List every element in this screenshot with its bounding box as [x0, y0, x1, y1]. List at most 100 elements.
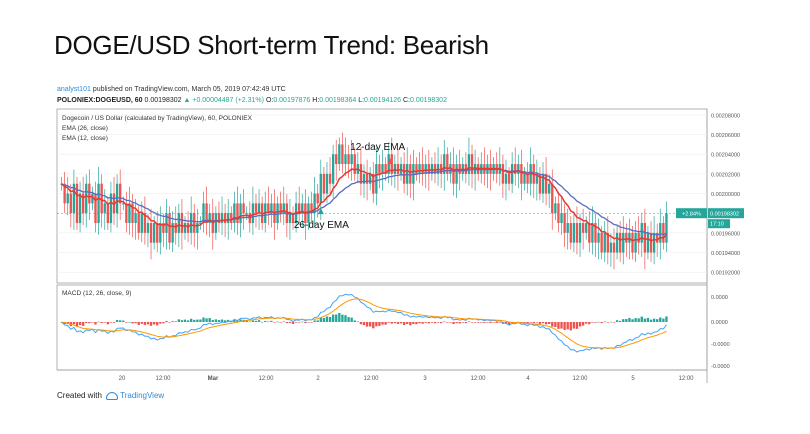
candle-body	[159, 223, 162, 243]
macd-hist-bar	[477, 322, 480, 323]
time-tick-label: 12:00	[363, 376, 379, 382]
candle-body	[433, 164, 437, 174]
footer: Created with TradingView	[57, 391, 164, 400]
macd-hist-bar	[387, 322, 390, 323]
macd-hist-bar	[424, 322, 427, 323]
candle-body	[402, 164, 406, 184]
tradingview-link[interactable]: TradingView	[120, 391, 165, 400]
macd-hist-bar	[372, 322, 375, 329]
candle-body	[625, 232, 628, 243]
macd-hist-bar	[353, 320, 356, 322]
macd-hist-bar	[615, 320, 619, 322]
candle-body	[649, 232, 653, 253]
annotation-marker	[317, 208, 324, 215]
candle-body	[427, 164, 430, 174]
macd-hist-bar	[134, 322, 137, 324]
macd-hist-bar	[618, 320, 622, 322]
candle-body	[350, 154, 353, 165]
macd-hist-bar	[609, 321, 613, 323]
candle-body	[353, 154, 356, 174]
macd-hist-bar	[205, 318, 208, 322]
candle-body	[298, 203, 301, 214]
annotation-marker	[387, 158, 394, 165]
candle-body	[446, 154, 449, 174]
time-tick-label: 12:00	[470, 376, 486, 382]
countdown-badge	[708, 219, 730, 229]
macd-hist-bar	[245, 320, 248, 322]
candle-body	[424, 164, 427, 174]
price-change: +0.00004487 (+2.31%)	[192, 97, 264, 104]
ema26-line	[61, 168, 667, 236]
candle-body	[313, 193, 316, 214]
macd-hist-bar	[183, 319, 187, 322]
macd-hist-bar	[162, 322, 165, 324]
macd-hist-bar	[458, 322, 461, 324]
last-change-text: +2.84%	[682, 212, 701, 218]
macd-hist-bar	[600, 322, 603, 324]
candle-body	[656, 232, 659, 243]
macd-hist-bar	[575, 322, 579, 329]
macd-hist-bar	[365, 322, 369, 327]
macd-hist-bar	[402, 322, 406, 326]
macd-hist-bar	[88, 322, 91, 324]
candle-body	[507, 173, 511, 184]
candle-body	[270, 203, 273, 214]
macd-hist-bar	[612, 322, 616, 323]
slide-title: DOGE/USD Short-term Trend: Bearish	[54, 30, 489, 60]
candle-body	[548, 183, 551, 194]
macd-hist-bar	[156, 322, 159, 326]
candle-body	[578, 223, 582, 243]
candle-body	[455, 164, 458, 184]
time-tick-label: Mar	[208, 376, 219, 382]
macd-hist-bar	[578, 322, 582, 327]
macd-hist-bar	[273, 322, 276, 323]
macd-hist-bar	[165, 320, 168, 322]
candle-body	[119, 183, 122, 204]
macd-hist-bar	[359, 322, 363, 325]
candle-body	[316, 193, 319, 204]
candle-body	[134, 213, 137, 224]
open-label: O:	[265, 97, 274, 104]
macd-hist-bar	[375, 322, 378, 327]
candle-body	[421, 164, 424, 174]
candle-body	[347, 154, 350, 165]
candle-body	[378, 164, 381, 174]
macd-hist-bar	[347, 317, 350, 322]
last-price: 0.00198302	[144, 97, 182, 104]
macd-hist-bar	[498, 322, 501, 323]
candle-body	[603, 232, 606, 253]
candle-body	[554, 203, 557, 214]
candle-body	[193, 213, 196, 233]
last-price-text: 0.00198302	[710, 212, 739, 218]
macd-hist-bar	[399, 322, 403, 324]
candle-body	[189, 213, 193, 233]
macd-hist-bar	[643, 318, 647, 322]
macd-hist-bar	[378, 322, 381, 326]
candle-body	[335, 154, 338, 165]
macd-hist-bar	[319, 317, 322, 322]
candle-body	[291, 213, 295, 224]
macd-hist-bar	[455, 322, 458, 324]
author-link[interactable]: analyst101	[57, 86, 91, 93]
macd-hist-bar	[335, 314, 338, 322]
candle-body	[137, 213, 140, 233]
macd-hist-bar	[631, 319, 634, 322]
macd-hist-bar	[267, 321, 270, 323]
price-tick-label: 0.00200000	[711, 192, 740, 198]
macd-hist-bar	[588, 322, 591, 325]
macd-hist-bar	[91, 322, 94, 323]
time-tick-label: 12:00	[678, 376, 694, 382]
macd-hist-bar	[652, 318, 656, 322]
candle-body	[72, 183, 76, 214]
time-tick-label: 20	[119, 376, 126, 382]
macd-hist-bar	[177, 319, 180, 322]
macd-hist-bar	[331, 314, 335, 322]
macd-hist-bar	[186, 320, 190, 322]
macd-hist-bar	[634, 318, 637, 322]
macd-tick-label: -0.0000	[711, 342, 730, 348]
candle-body	[418, 164, 421, 174]
macd-hist-bar	[112, 322, 116, 323]
macd-hist-bar	[452, 322, 455, 325]
macd-hist-bar	[421, 322, 424, 324]
